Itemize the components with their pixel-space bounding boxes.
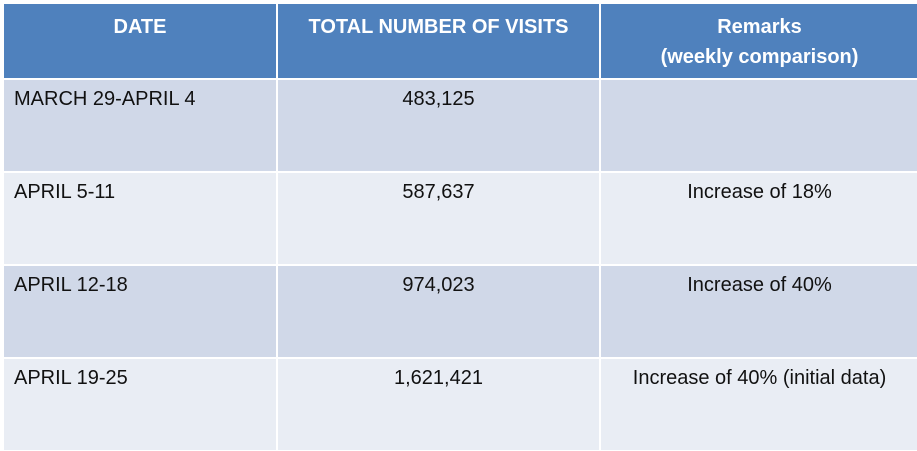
header-date-label: DATE (113, 16, 167, 38)
table-cell-date: APRIL 19-25 (4, 359, 276, 450)
header-remarks: Remarks (weekly comparison) (601, 4, 917, 78)
table-cell-visits: 483,125 (278, 80, 599, 171)
visits-table: DATE TOTAL NUMBER OF VISITS Remarks (wee… (4, 4, 917, 450)
table-cell-remarks: Increase of 40% (601, 266, 917, 357)
table-cell-date: APRIL 5-11 (4, 173, 276, 264)
table-cell-date: MARCH 29-APRIL 4 (4, 80, 276, 171)
header-visits: TOTAL NUMBER OF VISITS (278, 4, 599, 78)
table-cell-visits: 974,023 (278, 266, 599, 357)
header-date: DATE (4, 4, 276, 78)
table-cell-visits: 587,637 (278, 173, 599, 264)
table-cell-date: APRIL 12-18 (4, 266, 276, 357)
table-cell-remarks (601, 80, 917, 171)
header-remarks-label: Remarks (717, 16, 802, 38)
table-cell-visits: 1,621,421 (278, 359, 599, 450)
table-cell-remarks: Increase of 40% (initial data) (601, 359, 917, 450)
header-remarks-sublabel: (weekly comparison) (660, 46, 859, 68)
header-visits-label: TOTAL NUMBER OF VISITS (308, 16, 569, 38)
table-cell-remarks: Increase of 18% (601, 173, 917, 264)
